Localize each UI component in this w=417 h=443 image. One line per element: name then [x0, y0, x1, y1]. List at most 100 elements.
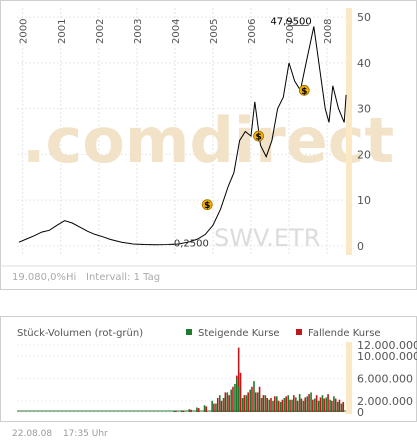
- interval-label-text: Intervall: 1 Tag: [86, 272, 160, 283]
- ticker-watermark: SWV.ETR: [214, 224, 320, 252]
- dividend-marker[interactable]: $: [201, 199, 213, 212]
- volume-bar-rising: [317, 400, 320, 412]
- price-x-tick-label: 2000: [19, 19, 30, 44]
- dividend-marker[interactable]: $: [253, 130, 264, 143]
- volume-bar-falling: [190, 409, 192, 412]
- volume-bar-rising: [333, 396, 335, 412]
- volume-bar-falling: [254, 392, 257, 412]
- volume-bar-rising: [222, 398, 225, 412]
- volume-chart-panel: Stück-Volumen (rot-grün) Steigende Kurse…: [0, 316, 417, 422]
- volume-bar-falling: [338, 399, 341, 412]
- price-chart: .comdirect SWV.ETR 2000 2001 2002 2003 2004 2…: [0, 0, 417, 290]
- volume-bar-falling: [277, 400, 280, 412]
- legend-falling-swatch: [296, 329, 302, 335]
- volume-bar-rising: [241, 398, 244, 412]
- volume-bar-rising: [215, 403, 217, 412]
- volume-bar-falling: [319, 397, 322, 412]
- annotation-high-label: 47,9500: [270, 17, 311, 28]
- volume-bar-rising: [203, 405, 206, 412]
- volume-y-tick-label: 10.000.000: [357, 350, 417, 363]
- volume-bar-falling: [216, 398, 219, 412]
- volume-bar-rising: [226, 392, 229, 412]
- price-x-tick-label: 2001: [57, 19, 68, 44]
- volume-y-tick-label: 12.000.000: [357, 339, 417, 352]
- price-chart-panel: .comdirect SWV.ETR 2000 2001 2002 2003 2004 2…: [0, 0, 417, 290]
- volume-bar-falling: [228, 395, 230, 412]
- volume-bar-rising: [253, 381, 255, 412]
- volume-bar-falling: [224, 392, 227, 412]
- dividend-marker[interactable]: $: [298, 84, 310, 97]
- volume-bar-falling: [237, 347, 240, 412]
- dividend-marker-dot: [201, 199, 213, 211]
- volume-bar-rising: [310, 392, 312, 412]
- footer: 22.08.08 17:35 Uhr: [12, 429, 116, 439]
- volume-bar-rising: [264, 395, 267, 412]
- volume-bar-falling: [296, 400, 299, 412]
- volume-bar-rising: [314, 398, 316, 412]
- footer-date: 22.08.08: [12, 429, 53, 439]
- legend-rising-swatch: [186, 329, 192, 335]
- volume-bar-falling: [334, 398, 337, 412]
- watermark-text: .comdirect: [22, 104, 394, 177]
- price-x-tick-label: 2006: [247, 19, 258, 44]
- volume-bar-rising: [279, 401, 282, 412]
- volume-bar-falling: [205, 406, 208, 412]
- volume-bar-rising: [211, 400, 213, 412]
- volume-bar-falling: [197, 408, 200, 412]
- volume-bar-rising: [218, 395, 221, 412]
- volume-bar-falling: [213, 403, 215, 412]
- volume-bar-rising: [260, 398, 263, 412]
- volume-bar-falling: [175, 411, 177, 412]
- volume-bar-falling: [323, 398, 326, 412]
- volume-bar-falling: [262, 395, 265, 412]
- price-y-tick-label: 10: [357, 194, 371, 207]
- volume-bar-falling: [232, 386, 234, 412]
- price-x-tick-label: 2008: [323, 19, 334, 44]
- volume-bar-rising: [298, 394, 301, 412]
- price-series-line: [18, 26, 347, 246]
- volume-y-tick-label: 2.000.000: [357, 395, 413, 408]
- volume-bar-falling: [220, 400, 223, 412]
- volume-bar-falling: [300, 398, 303, 412]
- volume-bar-rising: [302, 400, 305, 412]
- dividend-marker-symbol: $: [204, 201, 210, 211]
- volume-bar-falling: [247, 392, 249, 412]
- volume-y-tick-label: 6.000.000: [357, 372, 413, 385]
- legend-falling-label: Fallende Kurse: [308, 328, 381, 339]
- price-y-tick-label: 30: [357, 103, 371, 116]
- price-y-tick-label: 50: [357, 11, 371, 24]
- volume-chart: Stück-Volumen (rot-grün) Steigende Kurse…: [0, 316, 417, 422]
- price-x-tick-label: 2003: [133, 19, 144, 44]
- volume-y-tick-label: 0: [357, 406, 364, 419]
- volume-bar-rising: [272, 400, 274, 412]
- volume-bar-rising: [188, 409, 191, 412]
- price-x-tick-label: 2002: [95, 19, 106, 44]
- interval-value-text: 19.080,0%Hi: [12, 272, 76, 283]
- volume-bar-falling: [315, 395, 318, 412]
- volume-bar-rising: [234, 384, 236, 412]
- price-y-tick-label: 0: [357, 240, 364, 253]
- annotation-low-label: 0,2500: [174, 239, 209, 250]
- volume-bar-falling: [342, 401, 345, 412]
- volume-bar-falling: [308, 394, 310, 412]
- price-x-tick-label: 2007: [285, 19, 296, 44]
- volume-bar-falling: [243, 395, 246, 412]
- volume-bar-rising: [230, 389, 232, 412]
- volume-bar-rising: [196, 407, 198, 412]
- price-x-tick-label: 2005: [209, 19, 220, 44]
- volume-bar-rising: [245, 395, 248, 412]
- volume-bar-rising: [237, 386, 240, 412]
- legend-rising-label: Steigende Kurse: [198, 328, 280, 339]
- volume-bar-rising: [173, 410, 175, 412]
- volume-bar-rising: [340, 403, 343, 412]
- volume-bar-rising: [180, 410, 183, 412]
- volume-bar-falling: [327, 394, 329, 412]
- volume-bar-falling: [258, 386, 261, 412]
- volume-bar-rising: [336, 401, 339, 412]
- volume-bar-rising: [287, 395, 290, 412]
- dividend-marker-symbol: $: [255, 133, 261, 143]
- dividend-marker-dot: [298, 84, 310, 96]
- volume-bar-falling: [182, 410, 185, 412]
- volume-bar-rising: [295, 397, 297, 412]
- volume-bar-falling: [312, 399, 314, 412]
